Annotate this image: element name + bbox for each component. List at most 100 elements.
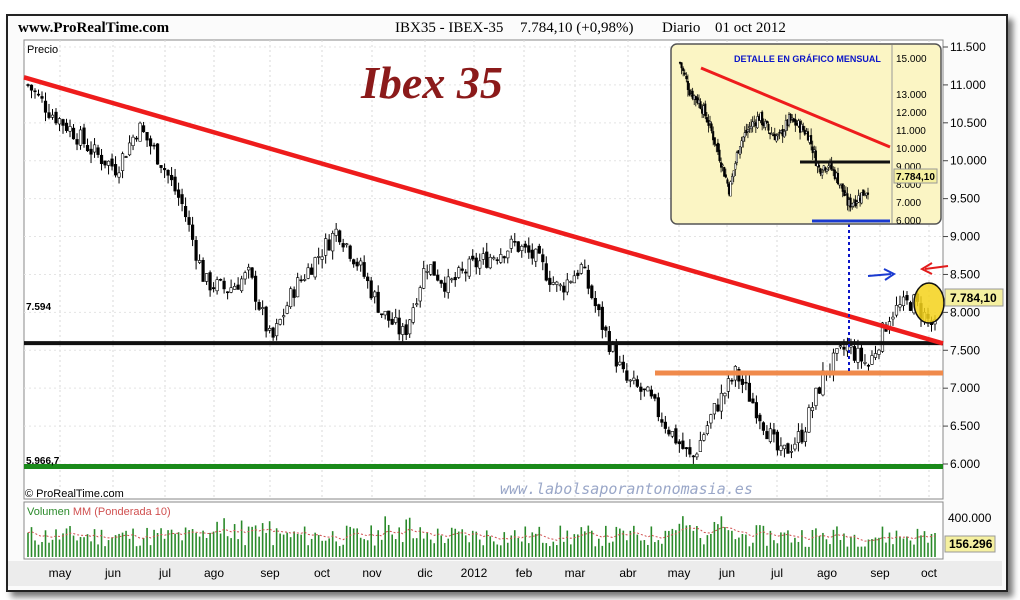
price-candle [54,111,58,124]
price-candle [667,429,671,435]
price-candle [453,276,457,281]
inset-candle [705,117,708,123]
price-candle [775,431,780,451]
price-candle [877,349,881,355]
price-candle [817,387,822,394]
inset-candle [841,183,844,192]
inset-candle [738,146,742,155]
price-candle [688,447,692,455]
inset-candle [764,121,767,128]
price-candle [110,158,114,167]
price-candle [50,114,55,118]
price-candle [460,268,464,271]
price-candle [565,279,569,293]
price-candle [586,269,590,289]
price-candle [513,241,517,243]
price-candle [852,346,857,361]
price-candle [751,398,755,404]
price-candle [649,389,653,397]
price-candle [754,402,759,419]
price-candle [726,378,730,392]
price-candle [600,306,604,330]
price-candle [446,276,450,293]
price-candle [702,434,706,441]
price-candle [695,453,699,458]
y-tick-label: 11.000 [950,78,986,92]
price-candle [212,287,216,290]
price-candle [901,296,906,307]
inset-candle [836,172,840,185]
price-candle [285,305,289,314]
price-candle [299,279,303,282]
price-candle [747,382,751,402]
inset-candle [810,135,813,145]
inset-candle [713,137,716,145]
price-candle [187,217,191,225]
price-candle [103,160,107,166]
inset-last-value: 7.784,10 [896,172,935,183]
inset-y-tick-label: 6.000 [896,216,921,227]
inset-candle [708,121,712,124]
inset-candle [776,134,779,137]
price-candle [106,160,111,166]
price-candle [226,291,230,294]
price-candle [194,240,198,261]
inset-candle [767,123,770,131]
price-candle [138,122,142,142]
inset-candle [775,135,778,142]
price-candle [894,305,899,316]
price-candle [117,172,121,178]
x-tick-label: sep [870,566,890,580]
chart-title: Ibex 35 [360,57,503,108]
price-candle [33,90,37,93]
price-candle [569,281,573,283]
x-tick-label: ago [817,566,837,580]
price-candle [810,407,815,411]
price-candle [120,153,125,171]
date-label: 01 oct 2012 [715,20,786,36]
price-candle [373,291,377,298]
price-candle [670,431,674,437]
price-candle [789,451,794,453]
inset-y-tick-label: 11.000 [896,126,926,137]
price-candle [831,352,836,374]
price-candle [464,271,468,274]
price-candle [268,328,272,331]
y-tick-label: 9.000 [950,230,980,244]
svg-text:7.784,10: 7.784,10 [950,291,997,305]
price-candle [425,271,429,273]
inset-candle [742,136,745,142]
inset-candle [821,172,824,176]
price-candle [807,407,811,433]
inset-candle [855,201,858,204]
price-candle [618,361,622,366]
price-candle [898,304,902,308]
inset-candle [712,131,715,141]
price-candle [908,302,913,311]
inset-candle [866,192,870,195]
price-candle [345,243,349,246]
x-tick-label: oct [921,566,938,580]
price-candle [439,280,443,284]
price-candle [740,378,744,385]
price-candle [576,272,580,276]
price-candle [796,431,801,444]
price-candle [331,232,335,252]
x-tick-label: mar [565,566,586,580]
price-candle [527,245,531,253]
y-tick-label: 6.500 [950,419,980,433]
price-candle [534,248,538,262]
inset-candle [685,76,688,80]
price-candle [408,319,412,335]
price-candle [376,291,380,313]
price-candle [880,322,885,352]
price-candle [292,289,296,298]
inset-candle [761,111,764,126]
price-candle [61,119,65,126]
price-candle [338,230,342,243]
y-tick-label: 10.000 [950,154,987,168]
price-candle [271,327,275,338]
inset-candle [849,197,852,208]
price-candle [296,277,300,298]
price-candle [85,145,90,152]
